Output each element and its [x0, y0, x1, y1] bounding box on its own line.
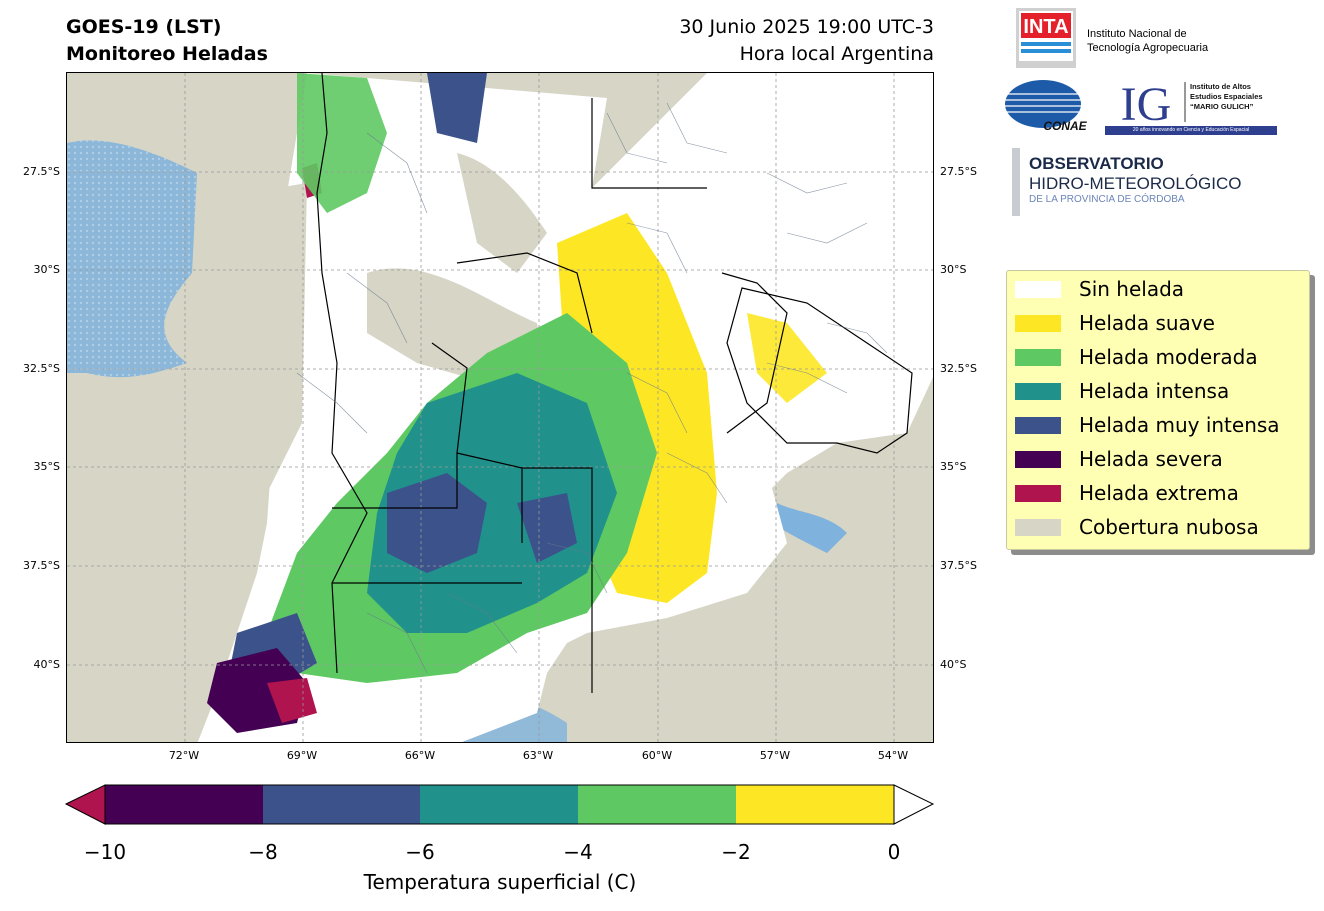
lon-label-3: 66°W [404, 749, 436, 762]
map-date: 30 Junio 2025 19:00 UTC-3 Hora local Arg… [560, 14, 934, 68]
legend-swatch [1015, 450, 1061, 468]
frost-map [66, 72, 934, 743]
lat-label-right-1: 27.5°S [940, 165, 977, 178]
lon-label-4: 63°W [522, 749, 554, 762]
lat-label-right-3: 32.5°S [940, 362, 977, 375]
ig-mark-text: IG [1121, 78, 1172, 126]
colorbar [64, 784, 935, 825]
ig-name-line3: “MARIO GULICH” [1190, 102, 1254, 111]
obs-line2: HIDRO-METEOROLÓGICO [1029, 174, 1242, 193]
colorbar-tick-4: −4 [563, 840, 593, 864]
legend-label: Helada moderada [1079, 345, 1258, 369]
legend-swatch [1015, 314, 1061, 332]
lat-label-right-6: 40°S [940, 658, 967, 671]
conae-mark-text: CONAE [1043, 119, 1087, 133]
province-borders [316, 73, 913, 693]
legend-label: Sin helada [1079, 277, 1185, 301]
pacific-water-area [67, 140, 197, 378]
colorbar-tick-2: −8 [248, 840, 278, 864]
obs-line1: OBSERVATORIO [1029, 154, 1164, 173]
lat-label-left-1: 27.5°S [23, 165, 60, 178]
legend-item: Helada suave [1015, 311, 1215, 335]
cloud-patch-north [457, 153, 547, 273]
cloud-patch-andes [237, 183, 307, 493]
ig-logo: IG [1105, 76, 1187, 126]
lon-label-1: 72°W [168, 749, 200, 762]
legend-label: Helada extrema [1079, 481, 1239, 505]
lon-label-2: 69°W [286, 749, 318, 762]
title-satellite: GOES-19 (LST) [66, 16, 222, 38]
timezone-text: Hora local Argentina [739, 43, 934, 65]
legend: Sin helada Helada suave Helada moderada … [1006, 270, 1310, 550]
legend-swatch [1015, 416, 1061, 434]
inta-logo-icon: INTA [1016, 8, 1076, 68]
legend-item: Cobertura nubosa [1015, 515, 1259, 539]
legend-item: Sin helada [1015, 277, 1184, 301]
colorbar-extend-high [893, 784, 935, 825]
title-product: Monitoreo Heladas [66, 43, 268, 65]
frost-north-blue [427, 73, 487, 143]
map-canvas [67, 73, 933, 742]
colorbar-segment-2 [263, 785, 420, 824]
colorbar-segment-1 [105, 785, 263, 824]
colorbar-segment-5 [736, 785, 894, 824]
colorbar-tick-5: −2 [721, 840, 751, 864]
inta-name-line2: Tecnología Agropecuaria [1087, 42, 1209, 54]
ig-name-line2: Estudios Espaciales [1190, 92, 1263, 101]
inta-name-line1: Instituto Nacional de [1087, 28, 1187, 40]
lat-label-right-4: 35°S [940, 460, 967, 473]
lon-label-7: 54°W [877, 749, 909, 762]
colorbar-extend-low [64, 784, 106, 825]
lat-label-left-6: 40°S [33, 658, 60, 671]
legend-swatch [1015, 484, 1061, 502]
legend-label: Helada suave [1079, 311, 1215, 335]
observatorio-logo: OBSERVATORIO HIDRO-METEOROLÓGICO DE LA P… [1029, 154, 1242, 206]
colorbar-tick-1: −10 [83, 840, 127, 864]
conae-logo: CONAE [1005, 80, 1088, 133]
frost-yellow-uruguay [747, 313, 827, 403]
atlantic-water-area [772, 503, 847, 553]
legend-item: Helada extrema [1015, 481, 1239, 505]
ig-name-line1: Instituto de Altos [1190, 82, 1251, 91]
lat-label-left-2: 30°S [33, 263, 60, 276]
date-time-text: 30 Junio 2025 19:00 UTC-3 [679, 16, 934, 38]
inta-name: Instituto Nacional de Tecnología Agropec… [1087, 27, 1208, 55]
lat-label-left-5: 37.5°S [23, 559, 60, 572]
department-borders [296, 102, 888, 674]
map-title: GOES-19 (LST) Monitoreo Heladas [66, 14, 268, 68]
lon-label-6: 57°W [759, 749, 791, 762]
legend-item: Helada severa [1015, 447, 1223, 471]
colorbar-label: Temperatura superficial (C) [363, 870, 637, 894]
legend-item: Helada intensa [1015, 379, 1229, 403]
ig-banner: 20 años innovando en Ciencia y Educación… [1105, 126, 1277, 135]
legend-swatch [1015, 348, 1061, 366]
legend-swatch [1015, 382, 1061, 400]
lat-label-right-5: 37.5°S [940, 559, 977, 572]
legend-item: Helada moderada [1015, 345, 1258, 369]
colorbar-tick-3: −6 [405, 840, 435, 864]
graticule [67, 73, 933, 742]
legend-swatch [1015, 280, 1061, 298]
obs-line3: DE LA PROVINCIA DE CÓRDOBA [1029, 194, 1185, 205]
colorbar-tick-6: 0 [887, 840, 901, 864]
uruguay-border [726, 287, 913, 454]
lat-label-left-4: 35°S [33, 460, 60, 473]
lat-label-right-2: 30°S [940, 263, 967, 276]
legend-swatch [1015, 518, 1061, 536]
lon-label-5: 60°W [641, 749, 673, 762]
observatorio-bar [1012, 148, 1020, 216]
legend-item: Helada muy intensa [1015, 413, 1280, 437]
legend-label: Helada severa [1079, 447, 1223, 471]
legend-label: Helada muy intensa [1079, 413, 1280, 437]
legend-label: Cobertura nubosa [1079, 515, 1259, 539]
inta-logo: INTA [1016, 8, 1076, 68]
inta-mark-text: INTA [1023, 16, 1068, 38]
colorbar-segment-3 [420, 785, 578, 824]
legend-label: Helada intensa [1079, 379, 1230, 403]
lat-label-left-3: 32.5°S [23, 362, 60, 375]
colorbar-segment-4 [578, 785, 736, 824]
ig-name: Instituto de Altos Estudios Espaciales “… [1190, 82, 1263, 112]
